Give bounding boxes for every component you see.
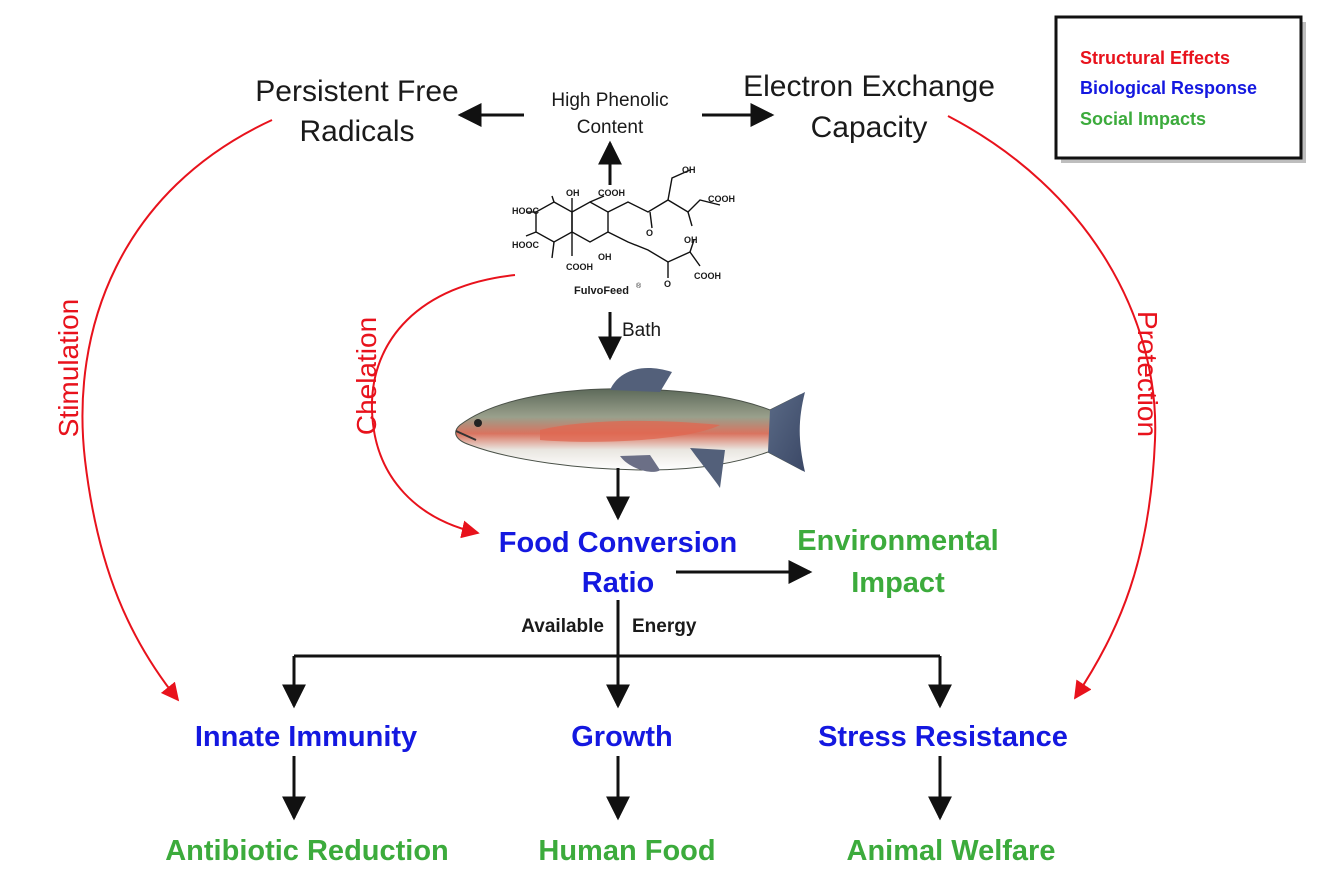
molecule-labels: OH COOH OH COOH HOOC HOOC COOH OH OH O O… (512, 165, 735, 297)
electron-exchange-capacity-line1: Electron Exchange (743, 70, 995, 103)
chelation-label: Chelation (351, 317, 382, 435)
chem-label: COOH (708, 194, 735, 204)
chem-label: OH (682, 165, 696, 175)
compound-name: FulvoFeed (574, 285, 629, 297)
energy-label: Energy (632, 616, 697, 637)
molecule-icon (525, 169, 721, 278)
chem-label: COOH (598, 188, 625, 198)
protection-arc (947, 115, 1157, 700)
chelation-arc (370, 274, 516, 539)
food-conversion-ratio-line2: Ratio (582, 567, 655, 599)
chem-label: O (664, 279, 671, 289)
persistent-free-radicals-line2: Radicals (299, 115, 414, 148)
growth: Growth (571, 721, 673, 753)
legend-structural-effects: Structural Effects (1080, 48, 1230, 68)
chem-label: OH (684, 235, 698, 245)
available-label: Available (521, 616, 604, 637)
legend-box (1054, 15, 1303, 160)
chem-label: COOH (566, 262, 593, 272)
stress-resistance: Stress Resistance (818, 721, 1068, 753)
antibiotic-reduction: Antibiotic Reduction (165, 835, 449, 867)
chem-label: HOOC (512, 240, 540, 250)
chem-label: OH (598, 252, 612, 262)
legend: Structural Effects Biological Response S… (1054, 15, 1306, 163)
chem-label: OH (566, 188, 580, 198)
legend-social-impacts: Social Impacts (1080, 109, 1206, 129)
persistent-free-radicals-line1: Persistent Free (255, 75, 458, 108)
human-food: Human Food (538, 835, 715, 867)
bath-label: Bath (622, 320, 661, 341)
electron-exchange-capacity-line2: Capacity (811, 111, 928, 144)
registered-mark: ® (636, 282, 642, 290)
environmental-impact-line1: Environmental (797, 525, 998, 557)
innate-immunity: Innate Immunity (195, 721, 417, 753)
food-conversion-ratio-line1: Food Conversion (499, 527, 737, 559)
chem-label: HOOC (512, 206, 540, 216)
chem-label: O (646, 228, 653, 238)
legend-biological-response: Biological Response (1080, 78, 1257, 98)
stimulation-arc (81, 119, 273, 702)
chem-label: COOH (694, 271, 721, 281)
stimulation-label: Stimulation (53, 299, 84, 438)
branch-connectors (294, 600, 940, 658)
high-phenolic-content-line1: High Phenolic (551, 90, 668, 111)
protection-label: Protection (1132, 311, 1163, 437)
high-phenolic-content-line2: Content (577, 117, 644, 138)
animal-welfare: Animal Welfare (847, 835, 1056, 867)
environmental-impact-line2: Impact (851, 567, 945, 599)
fish-icon (455, 368, 805, 488)
